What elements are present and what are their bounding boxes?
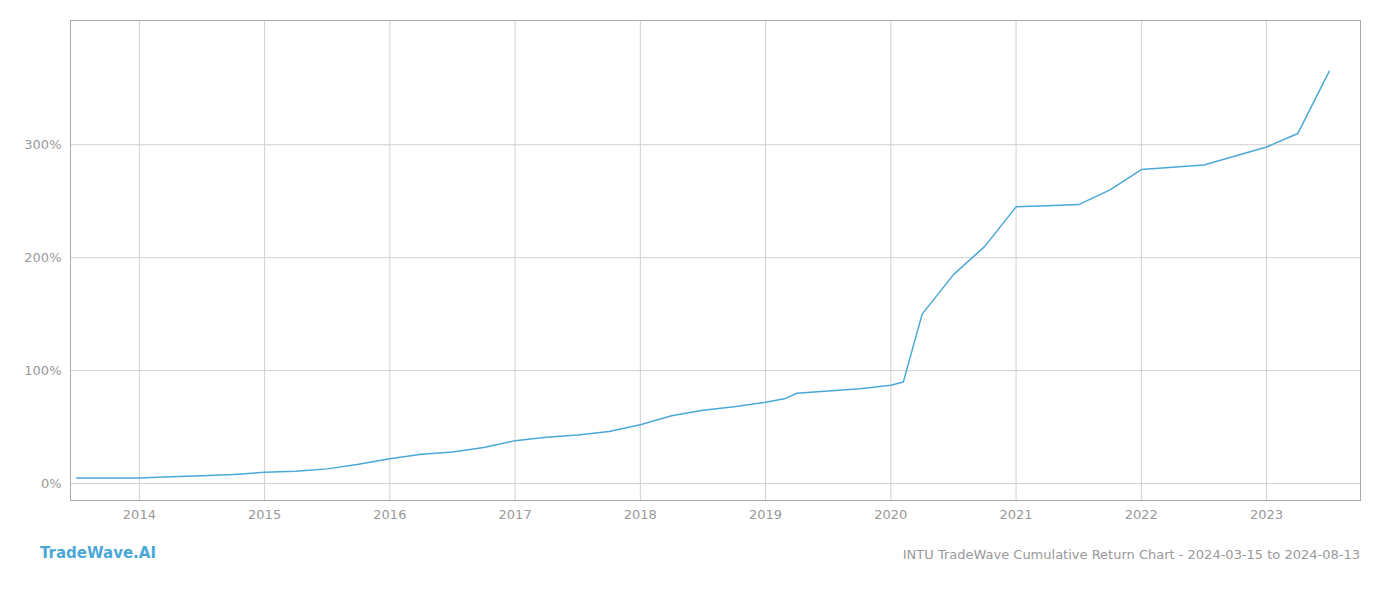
svg-text:300%: 300%	[24, 137, 61, 152]
svg-text:2016: 2016	[373, 507, 406, 522]
svg-text:0%: 0%	[41, 476, 62, 491]
svg-text:2018: 2018	[624, 507, 657, 522]
svg-text:2022: 2022	[1125, 507, 1158, 522]
svg-text:2020: 2020	[874, 507, 907, 522]
svg-text:200%: 200%	[24, 250, 61, 265]
svg-text:2023: 2023	[1250, 507, 1283, 522]
html-text:TradeWave.AI: TradeWave.AI	[40, 544, 156, 562]
svg-text:100%: 100%	[24, 363, 61, 378]
svg-text:2017: 2017	[499, 507, 532, 522]
svg-text:2021: 2021	[1000, 507, 1033, 522]
svg-text:2019: 2019	[749, 507, 782, 522]
svg-text:2015: 2015	[248, 507, 281, 522]
html-text:INTU TradeWave Cumulative Retu: INTU TradeWave Cumulative Return Chart -…	[902, 547, 1360, 562]
svg-text:2014: 2014	[123, 507, 156, 522]
